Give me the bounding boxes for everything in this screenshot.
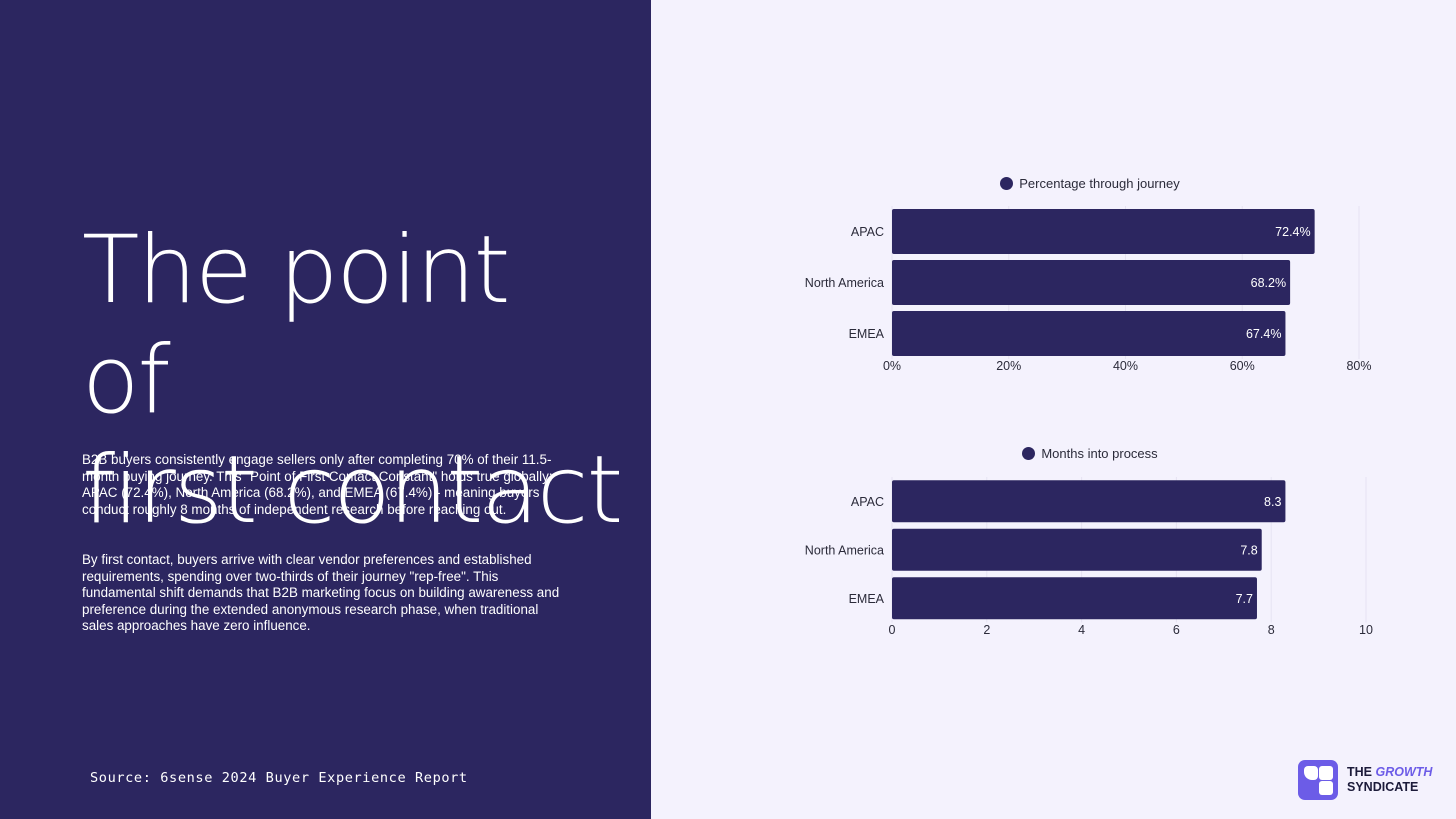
brand-logo-icon <box>1298 760 1338 800</box>
category-label: EMEA <box>849 327 885 341</box>
tick-label: 40% <box>1113 359 1138 373</box>
data-label: 68.2% <box>1251 276 1286 290</box>
bar <box>892 311 1286 356</box>
category-label: EMEA <box>849 592 885 606</box>
tick-label: 20% <box>996 359 1021 373</box>
category-label: APAC <box>851 495 884 509</box>
page-title: The point of first contact <box>82 216 623 545</box>
percentage-chart: Percentage through journey APAC 72.4% Nort… <box>780 168 1400 388</box>
tick-label: 10 <box>1359 623 1373 637</box>
months-chart-svg: APAC 8.3 North America 7.8 EMEA 7.7 0 2 4 6 8 10 <box>805 477 1373 637</box>
bar <box>892 260 1291 305</box>
brand-logo-block: THE GROWTH SYNDICATE <box>1298 760 1432 800</box>
brand-word-growth: GROWTH <box>1375 765 1433 779</box>
data-label: 72.4% <box>1275 225 1310 239</box>
legend-swatch <box>1000 176 1014 190</box>
bar <box>892 577 1257 620</box>
category-label: North America <box>805 543 884 557</box>
percentage-chart-svg: APAC 72.4% North America 68.2% EMEA 67.4% 0% 20… <box>805 206 1372 373</box>
category-label: North America <box>805 276 884 290</box>
bar <box>892 528 1262 571</box>
brand-name: THE GROWTH SYNDICATE <box>1347 765 1432 795</box>
source-citation: Source: 6sense 2024 Buyer Experience Rep… <box>90 770 468 786</box>
tick-label: 80% <box>1346 359 1371 373</box>
data-label: 8.3 <box>1264 495 1281 509</box>
data-label: 67.4% <box>1246 327 1281 341</box>
brand-word-the: THE <box>1347 765 1372 779</box>
brand-word-syndicate: SYNDICATE <box>1347 780 1419 794</box>
tick-label: 0% <box>883 359 901 373</box>
detail-paragraph: By first contact, buyers arrive with cle… <box>82 552 560 634</box>
chart-legend: Percentage through journey <box>780 168 1400 198</box>
legend-label: Months into process <box>1041 445 1158 461</box>
chart-legend: Months into process <box>780 438 1400 468</box>
data-label: 7.7 <box>1236 592 1253 606</box>
tick-label: 2 <box>983 623 990 637</box>
tick-label: 4 <box>1078 623 1085 637</box>
legend-swatch <box>1022 446 1036 460</box>
data-label: 7.8 <box>1240 543 1257 557</box>
category-label: APAC <box>851 225 884 239</box>
months-chart: Months into process APAC 8.3 North America… <box>780 438 1400 650</box>
tick-label: 0 <box>889 623 896 637</box>
tick-label: 8 <box>1268 623 1275 637</box>
intro-paragraph: B2B buyers consistently engage sellers o… <box>82 452 553 517</box>
tick-label: 6 <box>1173 623 1180 637</box>
left-panel: The point of first contact B2B buyers co… <box>0 0 651 819</box>
tick-label: 60% <box>1230 359 1255 373</box>
legend-label: Percentage through journey <box>1019 175 1180 191</box>
bar <box>892 480 1286 523</box>
bar <box>892 209 1315 254</box>
